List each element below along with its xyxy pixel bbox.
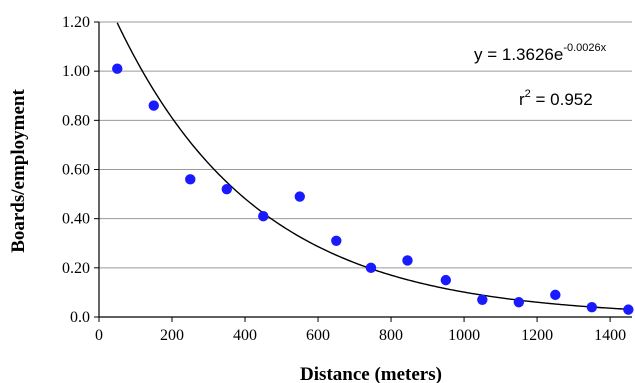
- x-tick-label: 0: [95, 327, 103, 344]
- x-axis-title: Distance (meters): [300, 364, 442, 383]
- y-tick-label: 0.60: [62, 162, 90, 179]
- data-point: [550, 289, 561, 301]
- grid-lines: [99, 21, 632, 269]
- data-point: [623, 304, 634, 315]
- data-point: [477, 294, 488, 305]
- x-tick-label: 200: [160, 327, 184, 344]
- x-tick-labels: 0 200 400 600 800 1000 1200 1400: [95, 327, 626, 344]
- y-tick-label: 1.20: [62, 14, 90, 31]
- y-axis-title: Boards/employment: [8, 89, 29, 253]
- x-tick-label: 600: [306, 327, 330, 344]
- x-tick-label: 800: [379, 327, 403, 344]
- r2-exponent: 2: [525, 88, 531, 100]
- equation-label: y = 1.3626e-0.0026x: [474, 42, 607, 64]
- y-tick-label: 1.00: [62, 63, 90, 80]
- r2-base: r: [519, 90, 525, 109]
- data-point: [586, 301, 598, 313]
- y-tick-label: 0.0: [70, 309, 90, 326]
- data-point: [148, 100, 159, 111]
- y-tick-label: 0.80: [62, 112, 90, 129]
- data-point: [221, 183, 232, 195]
- data-point: [185, 174, 196, 185]
- y-tick-label: 0.40: [62, 211, 90, 228]
- y-tick-labels: 0.0 0.20 0.40 0.60 0.80 1.00 1.20: [62, 14, 90, 326]
- data-point: [294, 191, 305, 202]
- y-tick-label: 0.20: [62, 260, 90, 277]
- x-tick-label: 1000: [448, 327, 480, 344]
- data-point: [440, 274, 452, 286]
- data-point: [365, 262, 377, 274]
- equation-exponent: -0.0026x: [563, 42, 606, 54]
- equation-base: y = 1.3626e: [474, 45, 563, 64]
- x-tick-label: 1200: [521, 327, 553, 344]
- data-point: [258, 211, 269, 222]
- data-points: [112, 63, 634, 315]
- data-point: [513, 297, 525, 308]
- data-point: [112, 63, 123, 74]
- r2-label: r2 = 0.952: [519, 88, 593, 109]
- x-tick-label: 400: [233, 327, 257, 344]
- axes: [94, 21, 632, 322]
- x-tick-label: 1400: [594, 327, 626, 344]
- data-point: [402, 255, 413, 266]
- data-point: [331, 235, 342, 246]
- r2-value: = 0.952: [531, 90, 593, 109]
